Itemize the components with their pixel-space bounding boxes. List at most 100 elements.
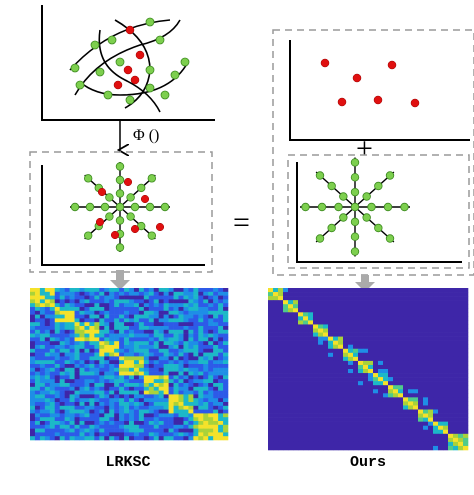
heatmap-cell	[198, 405, 204, 410]
point	[107, 35, 117, 45]
heatmap-cell	[54, 299, 60, 304]
heatmap-cell	[458, 340, 464, 345]
heatmap-cell	[188, 348, 194, 353]
heatmap-cell	[438, 437, 444, 443]
heatmap-cell	[333, 340, 339, 345]
heatmap-cell	[358, 352, 364, 358]
heatmap-cell	[89, 386, 95, 391]
heatmap-cell	[323, 405, 329, 410]
heatmap-cell	[423, 316, 429, 321]
heatmap-cell	[59, 421, 65, 426]
heatmap-cell	[74, 398, 80, 403]
heatmap-cell	[158, 345, 164, 350]
heatmap-cell	[74, 424, 80, 429]
heatmap-cell	[54, 413, 60, 418]
heatmap-cell	[268, 288, 274, 293]
heatmap-cell	[49, 295, 56, 300]
heatmap-cell	[178, 428, 184, 433]
heatmap-cell	[39, 341, 46, 346]
heatmap-cell	[343, 340, 349, 345]
heatmap-cell	[388, 401, 394, 406]
heatmap-cell	[278, 316, 284, 321]
heatmap-cell	[273, 288, 279, 293]
heatmap-cell	[273, 393, 279, 398]
heatmap-cell	[313, 316, 319, 321]
heatmap-cell	[358, 381, 364, 386]
heatmap-cell	[408, 445, 414, 451]
heatmap-cell	[458, 344, 464, 350]
heatmap-cell	[138, 295, 145, 300]
heatmap-cell	[338, 292, 344, 297]
heatmap-cell	[433, 441, 439, 447]
heatmap-cell	[178, 329, 184, 334]
heatmap-cell	[323, 369, 329, 374]
heatmap-cell	[89, 436, 95, 441]
heatmap-cell	[453, 356, 459, 362]
heatmap-cell	[129, 386, 135, 391]
heatmap-cell	[463, 381, 469, 386]
heatmap-cell	[213, 307, 219, 312]
heatmap-cell	[143, 303, 150, 308]
heatmap-cell	[383, 437, 389, 443]
heatmap-cell	[153, 352, 159, 357]
heatmap-cell	[298, 348, 304, 354]
heatmap-cell	[114, 409, 120, 414]
heatmap-cell	[109, 360, 115, 365]
heatmap-cell	[363, 377, 369, 382]
heatmap-cell	[338, 417, 344, 422]
heatmap-cell	[34, 386, 41, 391]
heatmap-cell	[153, 428, 159, 433]
heatmap-cell	[143, 383, 150, 388]
heatmap-cell	[84, 398, 90, 403]
heatmap-cell	[313, 300, 319, 305]
heatmap-cell	[378, 320, 384, 325]
heatmap-cell	[398, 405, 404, 410]
heatmap-cell	[129, 390, 135, 395]
heatmap-cell	[30, 371, 36, 376]
heatmap-cell	[283, 409, 289, 414]
heatmap-cell	[408, 405, 414, 410]
heatmap-cell	[218, 345, 224, 350]
heatmap-cell	[79, 436, 85, 441]
heatmap-cell	[378, 336, 384, 341]
heatmap-cell	[188, 390, 194, 395]
heatmap-cell	[74, 390, 80, 395]
heatmap-cell	[163, 356, 169, 361]
heatmap-cell	[153, 341, 159, 346]
heatmap-cell	[273, 344, 279, 350]
heatmap-cell	[183, 299, 189, 304]
heatmap-cell	[428, 316, 434, 321]
heatmap-cell	[408, 401, 414, 406]
heatmap-cell	[443, 348, 449, 354]
heatmap-cell	[183, 417, 189, 422]
heatmap-cell	[94, 421, 100, 426]
heatmap-cell	[298, 437, 304, 443]
heatmap-cell	[34, 322, 41, 327]
heatmap-cell	[64, 379, 70, 384]
heatmap-cell	[453, 397, 459, 402]
heatmap-cell	[408, 437, 414, 443]
heatmap-cell	[193, 318, 199, 323]
heatmap-cell	[453, 360, 459, 366]
heatmap-cell	[343, 312, 349, 317]
heatmap-cell	[178, 360, 184, 365]
heatmap-cell	[378, 324, 384, 329]
heatmap-cell	[268, 409, 274, 414]
heatmap-cell	[308, 433, 314, 439]
heatmap-cell	[178, 367, 184, 372]
dashed-box	[287, 154, 470, 269]
heatmap-cell	[44, 424, 51, 429]
heatmap-cell	[408, 324, 414, 329]
heatmap-cell	[223, 345, 229, 350]
heatmap-cell	[343, 437, 349, 443]
heatmap-cell	[418, 377, 424, 382]
heatmap-cell	[293, 324, 299, 329]
heatmap-cell	[44, 295, 51, 300]
heatmap-cell	[64, 398, 70, 403]
heatmap-cell	[198, 383, 204, 388]
point	[105, 193, 114, 202]
heatmap-cell	[408, 421, 414, 426]
heatmap-cell	[178, 288, 184, 293]
heatmap-cell	[328, 340, 334, 345]
